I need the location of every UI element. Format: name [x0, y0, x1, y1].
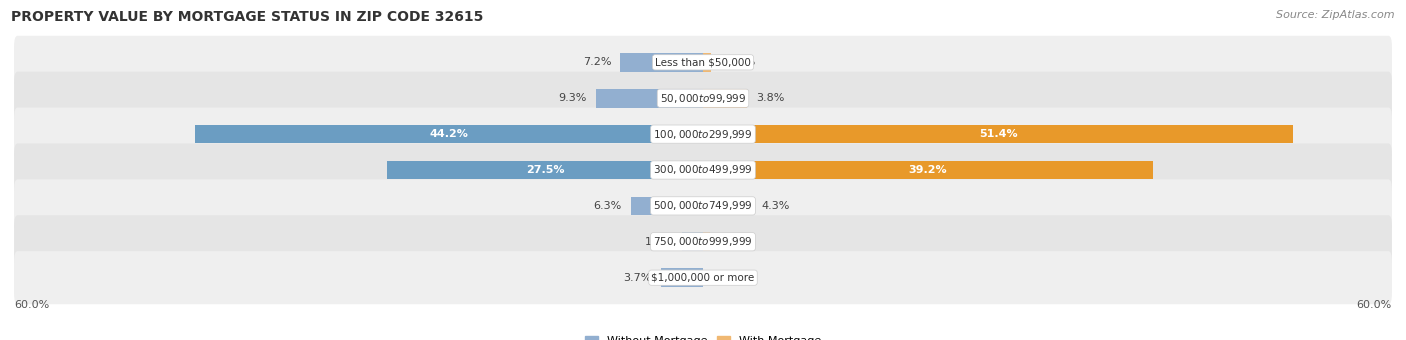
Text: 4.3%: 4.3% [762, 201, 790, 211]
Text: $1,000,000 or more: $1,000,000 or more [651, 273, 755, 283]
FancyBboxPatch shape [14, 143, 1392, 197]
Text: 9.3%: 9.3% [558, 93, 588, 103]
Text: 3.8%: 3.8% [756, 93, 785, 103]
Text: 6.3%: 6.3% [593, 201, 621, 211]
Text: 60.0%: 60.0% [1357, 300, 1392, 310]
Text: PROPERTY VALUE BY MORTGAGE STATUS IN ZIP CODE 32615: PROPERTY VALUE BY MORTGAGE STATUS IN ZIP… [11, 10, 484, 24]
Text: $300,000 to $499,999: $300,000 to $499,999 [654, 164, 752, 176]
Text: 60.0%: 60.0% [14, 300, 49, 310]
Bar [703, 161, 1153, 179]
Text: 39.2%: 39.2% [908, 165, 948, 175]
Text: 3.7%: 3.7% [623, 273, 651, 283]
FancyBboxPatch shape [14, 179, 1392, 233]
Bar [703, 197, 752, 215]
Bar [682, 233, 703, 251]
Legend: Without Mortgage, With Mortgage: Without Mortgage, With Mortgage [581, 331, 825, 340]
Bar [195, 125, 703, 143]
Bar [620, 53, 703, 72]
Text: $500,000 to $749,999: $500,000 to $749,999 [654, 199, 752, 212]
Text: 44.2%: 44.2% [430, 129, 468, 139]
Text: $750,000 to $999,999: $750,000 to $999,999 [654, 235, 752, 248]
Bar [703, 89, 747, 107]
Text: $50,000 to $99,999: $50,000 to $99,999 [659, 92, 747, 105]
Text: 7.2%: 7.2% [582, 57, 612, 67]
Text: 0.0%: 0.0% [713, 273, 741, 283]
Text: 0.66%: 0.66% [720, 57, 755, 67]
Text: Less than $50,000: Less than $50,000 [655, 57, 751, 67]
Bar [387, 161, 703, 179]
Text: 1.8%: 1.8% [645, 237, 673, 247]
FancyBboxPatch shape [14, 36, 1392, 89]
Text: 51.4%: 51.4% [979, 129, 1018, 139]
Text: 0.63%: 0.63% [720, 237, 755, 247]
Bar [661, 268, 703, 287]
Bar [703, 233, 710, 251]
FancyBboxPatch shape [14, 215, 1392, 268]
Bar [631, 197, 703, 215]
Bar [703, 125, 1294, 143]
FancyBboxPatch shape [14, 107, 1392, 161]
Text: 27.5%: 27.5% [526, 165, 564, 175]
FancyBboxPatch shape [14, 251, 1392, 304]
Text: Source: ZipAtlas.com: Source: ZipAtlas.com [1277, 10, 1395, 20]
Bar [703, 53, 710, 72]
FancyBboxPatch shape [14, 72, 1392, 125]
Text: $100,000 to $299,999: $100,000 to $299,999 [654, 128, 752, 141]
Bar [596, 89, 703, 107]
